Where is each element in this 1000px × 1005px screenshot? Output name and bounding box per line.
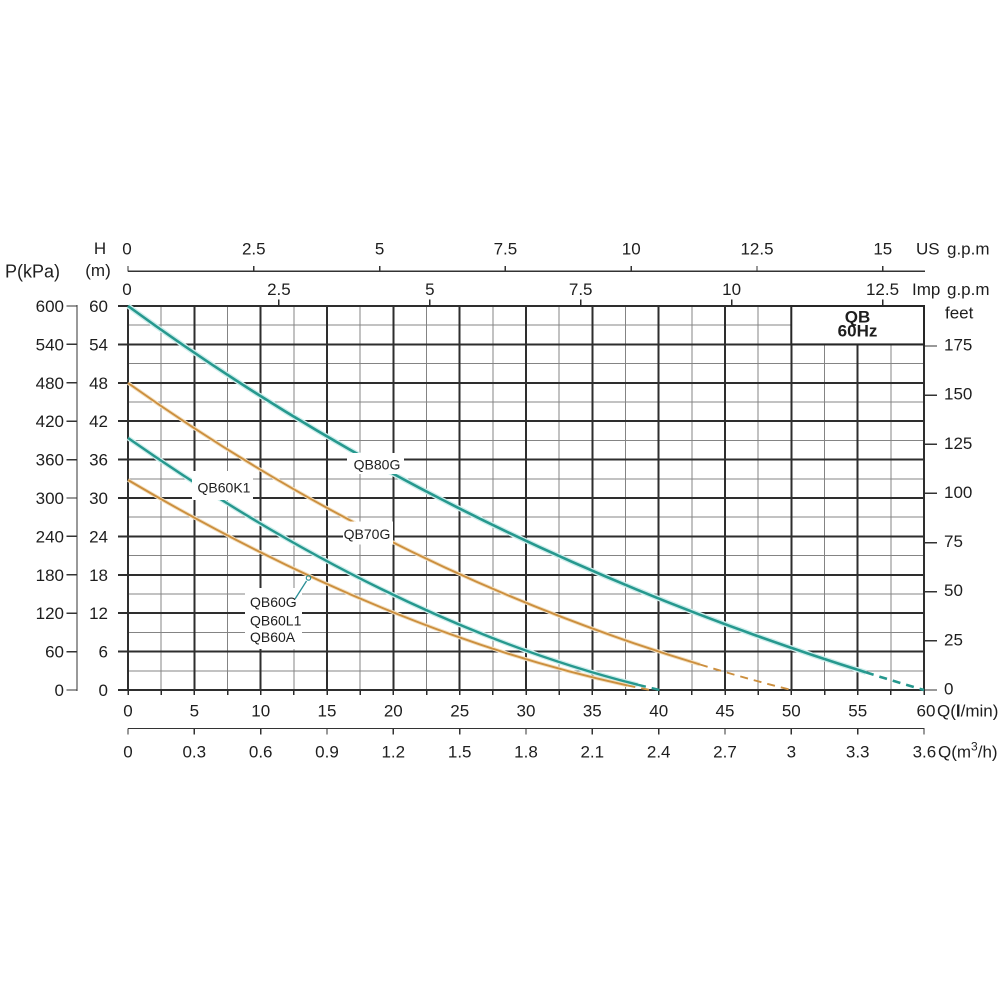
svg-text:0: 0 — [123, 743, 132, 762]
svg-text:25: 25 — [944, 630, 963, 649]
svg-text:45: 45 — [716, 702, 735, 721]
svg-text:15: 15 — [873, 240, 892, 259]
svg-text:g.p.m: g.p.m — [947, 240, 990, 259]
svg-text:Q(l/min): Q(l/min) — [937, 702, 998, 721]
svg-text:US: US — [916, 240, 940, 259]
svg-text:40: 40 — [649, 702, 668, 721]
svg-text:180: 180 — [36, 566, 64, 585]
svg-text:36: 36 — [89, 451, 108, 470]
svg-text:6: 6 — [99, 643, 108, 662]
svg-text:240: 240 — [36, 527, 64, 546]
svg-text:0: 0 — [122, 280, 131, 299]
svg-text:3.3: 3.3 — [846, 743, 870, 762]
svg-text:30: 30 — [517, 702, 536, 721]
svg-text:0.6: 0.6 — [249, 743, 273, 762]
svg-text:(m): (m) — [85, 261, 110, 280]
svg-text:10: 10 — [622, 240, 641, 259]
svg-text:48: 48 — [89, 374, 108, 393]
svg-text:12.5: 12.5 — [866, 280, 899, 299]
svg-text:1.8: 1.8 — [514, 743, 538, 762]
svg-text:55: 55 — [848, 702, 867, 721]
svg-text:0: 0 — [123, 702, 132, 721]
svg-text:60: 60 — [45, 643, 64, 662]
svg-text:125: 125 — [944, 434, 972, 453]
svg-text:50: 50 — [944, 581, 963, 600]
svg-text:1.5: 1.5 — [448, 743, 472, 762]
svg-text:120: 120 — [36, 604, 64, 623]
svg-text:10: 10 — [722, 280, 741, 299]
svg-text:1.2: 1.2 — [381, 743, 405, 762]
svg-text:Q(m3/h): Q(m3/h) — [938, 740, 998, 762]
svg-text:Imp: Imp — [912, 280, 940, 299]
svg-text:QB60K1: QB60K1 — [198, 480, 251, 496]
svg-text:0: 0 — [122, 240, 131, 259]
svg-text:5: 5 — [190, 702, 199, 721]
svg-text:2.4: 2.4 — [647, 743, 671, 762]
svg-text:30: 30 — [89, 489, 108, 508]
svg-text:P(kPa): P(kPa) — [5, 262, 60, 282]
svg-text:3: 3 — [787, 743, 796, 762]
svg-text:10: 10 — [251, 702, 270, 721]
svg-text:QB60G: QB60G — [250, 594, 297, 610]
svg-text:g.p.m: g.p.m — [947, 280, 990, 299]
svg-text:QB60L1: QB60L1 — [250, 613, 302, 629]
svg-text:7.5: 7.5 — [569, 280, 593, 299]
svg-text:0.3: 0.3 — [182, 743, 206, 762]
svg-text:QB60A: QB60A — [250, 629, 296, 645]
svg-text:2.5: 2.5 — [267, 280, 291, 299]
svg-text:60Hz: 60Hz — [838, 322, 878, 341]
svg-text:60: 60 — [917, 702, 936, 721]
svg-text:300: 300 — [36, 489, 64, 508]
svg-text:QB80G: QB80G — [354, 457, 401, 473]
svg-text:150: 150 — [944, 385, 972, 404]
svg-text:H: H — [94, 239, 106, 258]
svg-text:7.5: 7.5 — [494, 240, 518, 259]
svg-text:420: 420 — [36, 412, 64, 431]
svg-text:0.9: 0.9 — [315, 743, 339, 762]
svg-text:100: 100 — [944, 483, 972, 502]
svg-text:480: 480 — [36, 374, 64, 393]
svg-text:600: 600 — [36, 297, 64, 316]
svg-text:75: 75 — [944, 532, 963, 551]
svg-text:60: 60 — [89, 297, 108, 316]
svg-text:25: 25 — [450, 702, 469, 721]
svg-text:175: 175 — [944, 336, 972, 355]
svg-text:35: 35 — [583, 702, 602, 721]
svg-text:42: 42 — [89, 412, 108, 431]
svg-text:24: 24 — [89, 527, 108, 546]
svg-text:15: 15 — [318, 702, 337, 721]
svg-text:20: 20 — [384, 702, 403, 721]
svg-text:5: 5 — [375, 240, 384, 259]
svg-text:2.1: 2.1 — [580, 743, 604, 762]
svg-text:0: 0 — [99, 681, 108, 700]
svg-text:2.5: 2.5 — [242, 240, 266, 259]
svg-text:0: 0 — [55, 681, 64, 700]
svg-text:QB: QB — [845, 308, 871, 327]
svg-text:feet: feet — [945, 304, 974, 323]
svg-text:54: 54 — [89, 335, 108, 354]
svg-text:5: 5 — [425, 280, 434, 299]
svg-text:18: 18 — [89, 566, 108, 585]
svg-text:0: 0 — [944, 680, 953, 699]
svg-text:3.6: 3.6 — [913, 743, 937, 762]
svg-text:QB70G: QB70G — [344, 526, 391, 542]
svg-text:540: 540 — [36, 335, 64, 354]
svg-text:12.5: 12.5 — [740, 240, 773, 259]
svg-text:12: 12 — [89, 604, 108, 623]
svg-text:50: 50 — [782, 702, 801, 721]
svg-text:2.7: 2.7 — [713, 743, 737, 762]
svg-text:360: 360 — [36, 451, 64, 470]
